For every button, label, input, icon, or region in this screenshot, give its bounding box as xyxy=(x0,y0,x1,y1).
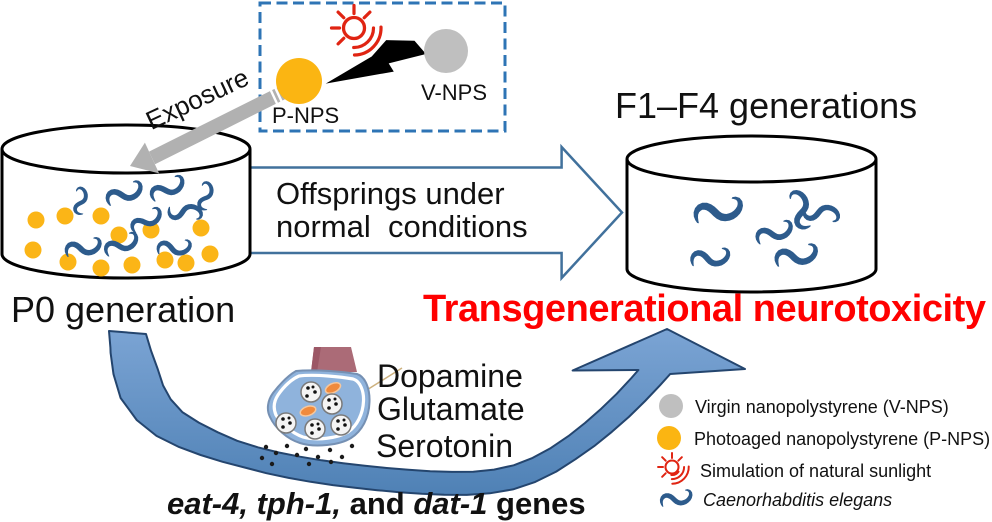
svg-text:eat-4, tph-1, and dat-1 genes: eat-4, tph-1, and dat-1 genes xyxy=(167,486,586,521)
svg-text:P-NPS: P-NPS xyxy=(272,103,339,128)
svg-text:V-NPS: V-NPS xyxy=(421,80,487,105)
svg-text:Simulation of natural sunlight: Simulation of natural sunlight xyxy=(700,461,931,481)
svg-text:normal conditions: normal conditions xyxy=(276,209,528,244)
svg-text:Virgin nanopolystyrene (V-NPS): Virgin nanopolystyrene (V-NPS) xyxy=(695,397,949,417)
svg-text:Dopamine: Dopamine xyxy=(377,358,523,394)
svg-text:Offsprings under: Offsprings under xyxy=(276,176,505,211)
svg-text:Transgenerational neurotoxicit: Transgenerational neurotoxicity xyxy=(423,288,986,330)
svg-text:Caenorhabditis elegans: Caenorhabditis elegans xyxy=(703,490,892,510)
svg-text:Glutamate: Glutamate xyxy=(377,391,525,427)
svg-text:P0 generation: P0 generation xyxy=(11,289,235,330)
svg-text:F1–F4 generations: F1–F4 generations xyxy=(615,85,917,126)
svg-text:Photoaged nanopolystyrene (P-N: Photoaged nanopolystyrene (P-NPS) xyxy=(694,429,990,449)
svg-text:Serotonin: Serotonin xyxy=(376,428,513,464)
